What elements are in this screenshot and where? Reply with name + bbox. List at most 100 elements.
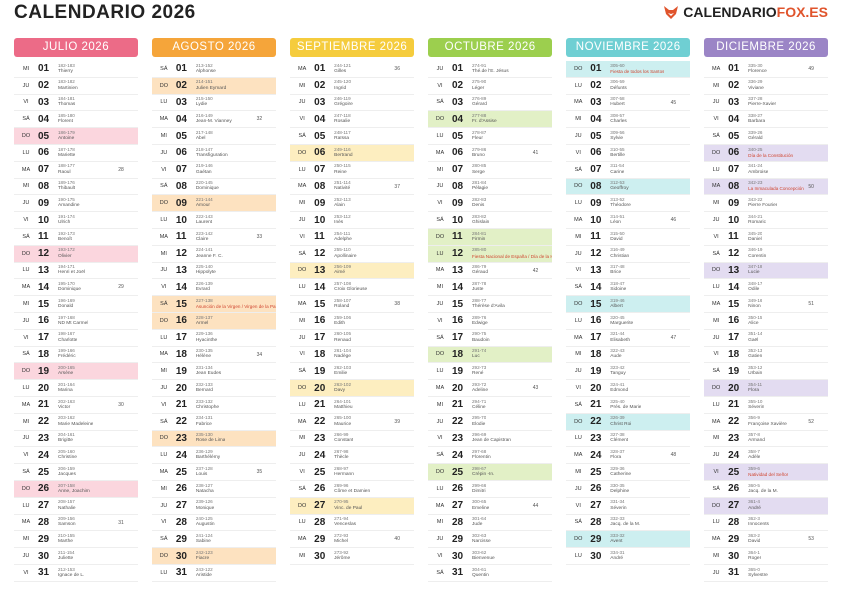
- day-number: 12: [590, 248, 602, 260]
- day-of-year: 352-13: [748, 348, 763, 354]
- day-row: MI 23 357-8 Armand: [704, 431, 828, 448]
- saint-name: Daniel: [748, 236, 762, 242]
- day-of-year: 260-105: [334, 331, 351, 337]
- day-info: 270-95 Vinc. de Paul: [334, 499, 362, 511]
- day-of-year: 182-183: [58, 62, 75, 68]
- day-row: MA 10 314-51 Léon 46: [566, 212, 691, 229]
- weekday-label: JU: [712, 217, 720, 224]
- weekday-label: LU: [298, 519, 306, 526]
- day-number: 07: [590, 164, 602, 176]
- day-number: 27: [175, 500, 187, 512]
- weekday-label: SÁ: [574, 519, 582, 526]
- day-of-year: 203-162: [58, 415, 75, 421]
- day-of-year: 189-176: [58, 180, 75, 186]
- saint-name: Roland: [334, 304, 350, 310]
- weekday-label: MA: [159, 469, 168, 476]
- day-info: 360-5 Jacq. de la M.: [748, 483, 778, 495]
- day-row: MI 09 343-22 Pierre Fourier: [704, 195, 828, 213]
- day-of-year: 199-166: [58, 348, 75, 354]
- day-row: VI 04 247-118 Rosalie: [290, 111, 414, 129]
- day-of-year: 314-51: [610, 213, 625, 219]
- day-info: 254-111 Adelphe: [334, 231, 352, 243]
- saint-name: Natacha: [195, 488, 214, 494]
- weekday-label: JU: [298, 99, 306, 106]
- day-info: 243-122 Aristide: [196, 567, 213, 579]
- saint-name: Edmond: [610, 388, 629, 394]
- day-info: 226-139 Evrard: [196, 281, 213, 293]
- saint-name: Michel: [334, 539, 349, 545]
- saint-name: Dominique: [58, 287, 81, 293]
- day-info: 284-81 Firmin: [472, 231, 486, 243]
- day-row: VI 18 352-13 Gatien: [704, 347, 828, 364]
- day-of-year: 293-72: [471, 381, 487, 387]
- week-number: 37: [394, 183, 400, 190]
- saint-name: Quentin: [471, 572, 489, 578]
- day-of-year: 252-113: [334, 197, 351, 203]
- saint-name: Thierry: [58, 68, 73, 74]
- weekday-label: SÁ: [712, 133, 720, 140]
- day-of-year: 215-150: [195, 96, 213, 102]
- weekday-label: VI: [713, 351, 719, 358]
- day-of-year: 319-46: [610, 297, 625, 303]
- day-info: 268-97 Hermann: [334, 466, 354, 478]
- day-of-year: 225-140: [195, 264, 213, 270]
- saint-name: Gilles: [334, 68, 347, 74]
- saint-name: Edith: [334, 320, 346, 326]
- day-number: 04: [38, 113, 50, 125]
- day-row: LU 19 292-73 René: [427, 363, 553, 381]
- day-info: 320-45 Marguerite: [610, 315, 633, 327]
- day-row: MA 03 307-58 Hubert 45: [566, 95, 691, 112]
- day-info: 294-71 Céline: [472, 399, 486, 411]
- day-row: SÁ 19 353-12 Urbain: [704, 363, 828, 381]
- day-row: MI 19 231-134 Jean Eudes: [151, 363, 277, 381]
- month-header: NOVIEMBRE 2026: [566, 38, 691, 57]
- day-row: VI 24 205-160 Christine: [14, 447, 138, 465]
- day-row: JU 12 316-49 Christian: [566, 246, 691, 263]
- day-number: 29: [314, 533, 326, 545]
- saint-name: ND Mt Carmel: [58, 320, 89, 326]
- day-of-year: 210-155: [58, 533, 75, 538]
- day-number: 02: [728, 80, 740, 92]
- day-info: 317-48 Brice: [610, 264, 624, 276]
- day-number: 16: [451, 315, 464, 327]
- day-number: 12: [175, 248, 187, 260]
- day-number: 02: [175, 80, 187, 92]
- weekday-label: MI: [160, 485, 167, 492]
- weekday-label: LU: [298, 284, 306, 291]
- day-number: 01: [314, 63, 326, 75]
- saint-name: Ulrich: [58, 220, 71, 226]
- day-of-year: 356-9: [748, 415, 760, 421]
- weekday-label: SÁ: [160, 301, 168, 308]
- day-row: DO 19 200-165 Arsène: [14, 363, 138, 381]
- day-row: LU 07 250-115 Reine: [290, 162, 414, 179]
- day-row: MI 26 238-127 Natacha: [151, 481, 277, 498]
- day-info: 183-182 Martinien: [58, 79, 78, 91]
- saint-name: Jérôme: [334, 556, 351, 561]
- day-row: DO 26 207-158 Anne, Joachim: [14, 480, 138, 498]
- day-info: 246-119 Grégoire: [334, 96, 353, 108]
- day-info: 197-168 ND Mt Carmel: [58, 315, 88, 327]
- day-list: SÁ 01 213-152 Alphonse DO 02 214-151 Julien Eym…: [151, 61, 277, 582]
- day-of-year: 353-12: [748, 365, 763, 371]
- weekday-label: VI: [575, 385, 581, 392]
- day-number: 20: [38, 382, 50, 394]
- brand-logo[interactable]: CALENDARIOFOX.ES: [663, 4, 828, 20]
- day-number: 16: [175, 315, 187, 327]
- day-of-year: 223-142: [195, 230, 213, 236]
- saint-name: Pierre-Xavier: [748, 102, 777, 108]
- day-number: 22: [38, 416, 50, 428]
- day-list: MI 01 182-183 Thierry JU 02 183-182 Martinien VI…: [14, 61, 138, 582]
- day-of-year: 188-177: [58, 163, 75, 169]
- day-number: 26: [451, 483, 464, 495]
- day-row: LU 21 264-101 Matthieu: [290, 397, 414, 414]
- weekday-label: JU: [22, 200, 30, 207]
- day-of-year: 205-160: [58, 449, 75, 455]
- saint-name: Luc: [471, 354, 480, 360]
- day-of-year: 300-65: [471, 499, 487, 505]
- saint-name: Thibault: [58, 186, 76, 192]
- day-of-year: 343-22: [748, 197, 763, 203]
- day-row: MA 25 237-128 Louis 35: [151, 464, 277, 481]
- weekday-label: VI: [437, 317, 443, 324]
- saint-name: Léon: [610, 220, 621, 226]
- day-of-year: 339-26: [748, 129, 763, 135]
